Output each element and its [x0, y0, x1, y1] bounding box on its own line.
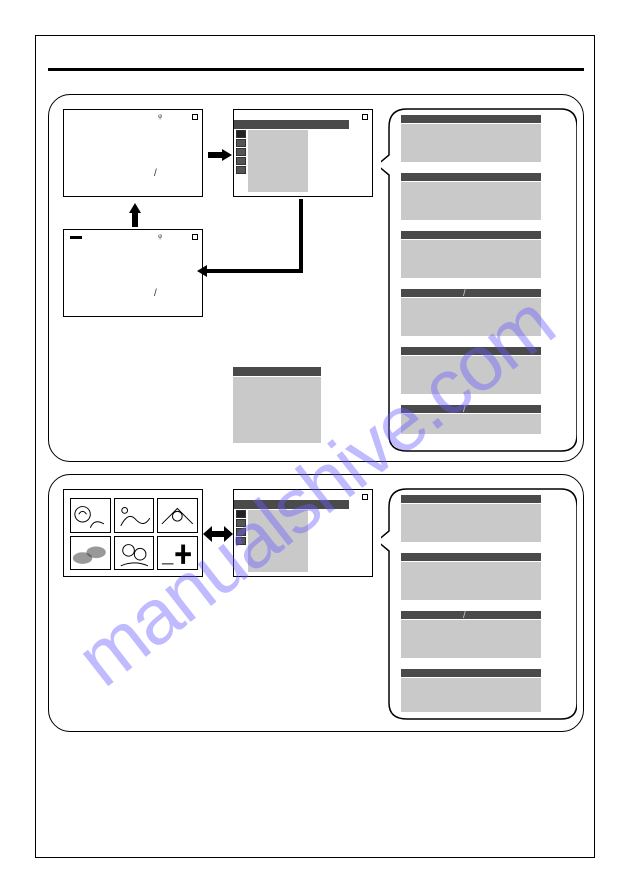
sidebar-icons — [236, 510, 246, 545]
marker-icon — [362, 114, 368, 120]
callout-item: / — [401, 405, 565, 445]
panel-top: φ / φ / — [48, 94, 584, 462]
icon-figure: φ — [158, 114, 162, 120]
item-title-bar: / — [401, 405, 541, 413]
item-body — [401, 298, 541, 336]
callout-item — [401, 553, 565, 605]
item-body — [401, 414, 541, 434]
thumbnail — [157, 498, 198, 533]
status-bar-icon — [70, 236, 82, 239]
detail-block — [233, 377, 321, 443]
arrow-left-icon — [197, 265, 207, 277]
panel-bottom: / — [48, 474, 584, 732]
item-body — [401, 124, 541, 162]
detail-title-bar — [233, 367, 321, 376]
item-title-bar — [401, 231, 541, 239]
slash-label: / — [154, 288, 157, 299]
sidebar-icons — [236, 130, 246, 174]
screen-menu — [233, 489, 373, 577]
callout-item — [401, 347, 565, 399]
arrow-right-icon — [222, 149, 232, 161]
thumbnail — [157, 536, 198, 571]
callout-list: / / — [401, 115, 565, 445]
double-arrow-icon — [212, 531, 224, 537]
marker-icon — [192, 234, 198, 240]
item-body — [401, 620, 541, 658]
callout-item — [401, 669, 565, 717]
item-title-bar: / — [401, 611, 541, 619]
thumbnail — [70, 536, 111, 571]
callout-item — [401, 115, 565, 167]
menu-list-block — [248, 130, 308, 192]
marker-icon — [192, 114, 198, 120]
item-body — [401, 678, 541, 712]
callout-item: / — [401, 289, 565, 341]
icon-figure: φ — [158, 234, 162, 240]
item-title-bar — [401, 347, 541, 355]
item-title-bar — [401, 495, 541, 503]
menu-title-bar — [234, 500, 349, 509]
callout-item — [401, 231, 565, 283]
marker-icon — [362, 494, 368, 500]
item-body — [401, 356, 541, 394]
thumbnail — [114, 536, 155, 571]
item-body — [401, 562, 541, 600]
heading-rule — [48, 68, 584, 71]
menu-list-block — [248, 510, 308, 572]
arrow-l-path — [207, 199, 303, 273]
callout-item — [401, 495, 565, 547]
screen-camera-bottom: φ / — [63, 229, 203, 317]
item-body — [401, 240, 541, 278]
item-body — [401, 182, 541, 220]
item-title-bar — [401, 669, 541, 677]
item-body — [401, 504, 541, 542]
callout-item — [401, 173, 565, 225]
item-title-bar — [401, 553, 541, 561]
screen-menu — [233, 109, 373, 197]
callout-item: / — [401, 611, 565, 663]
slash-label: / — [154, 168, 157, 179]
callout-list: / — [401, 495, 565, 717]
item-title-bar: / — [401, 289, 541, 297]
arrow-up-icon — [129, 203, 141, 213]
thumbnail — [114, 498, 155, 533]
item-title-bar — [401, 173, 541, 181]
screen-thumbnails — [63, 489, 203, 577]
manual-page: φ / φ / — [35, 35, 595, 858]
thumbnail — [70, 498, 111, 533]
item-title-bar — [401, 115, 541, 123]
menu-title-bar — [234, 120, 349, 129]
thumbnail-grid — [70, 498, 198, 570]
screen-camera-top: φ / — [63, 109, 203, 197]
